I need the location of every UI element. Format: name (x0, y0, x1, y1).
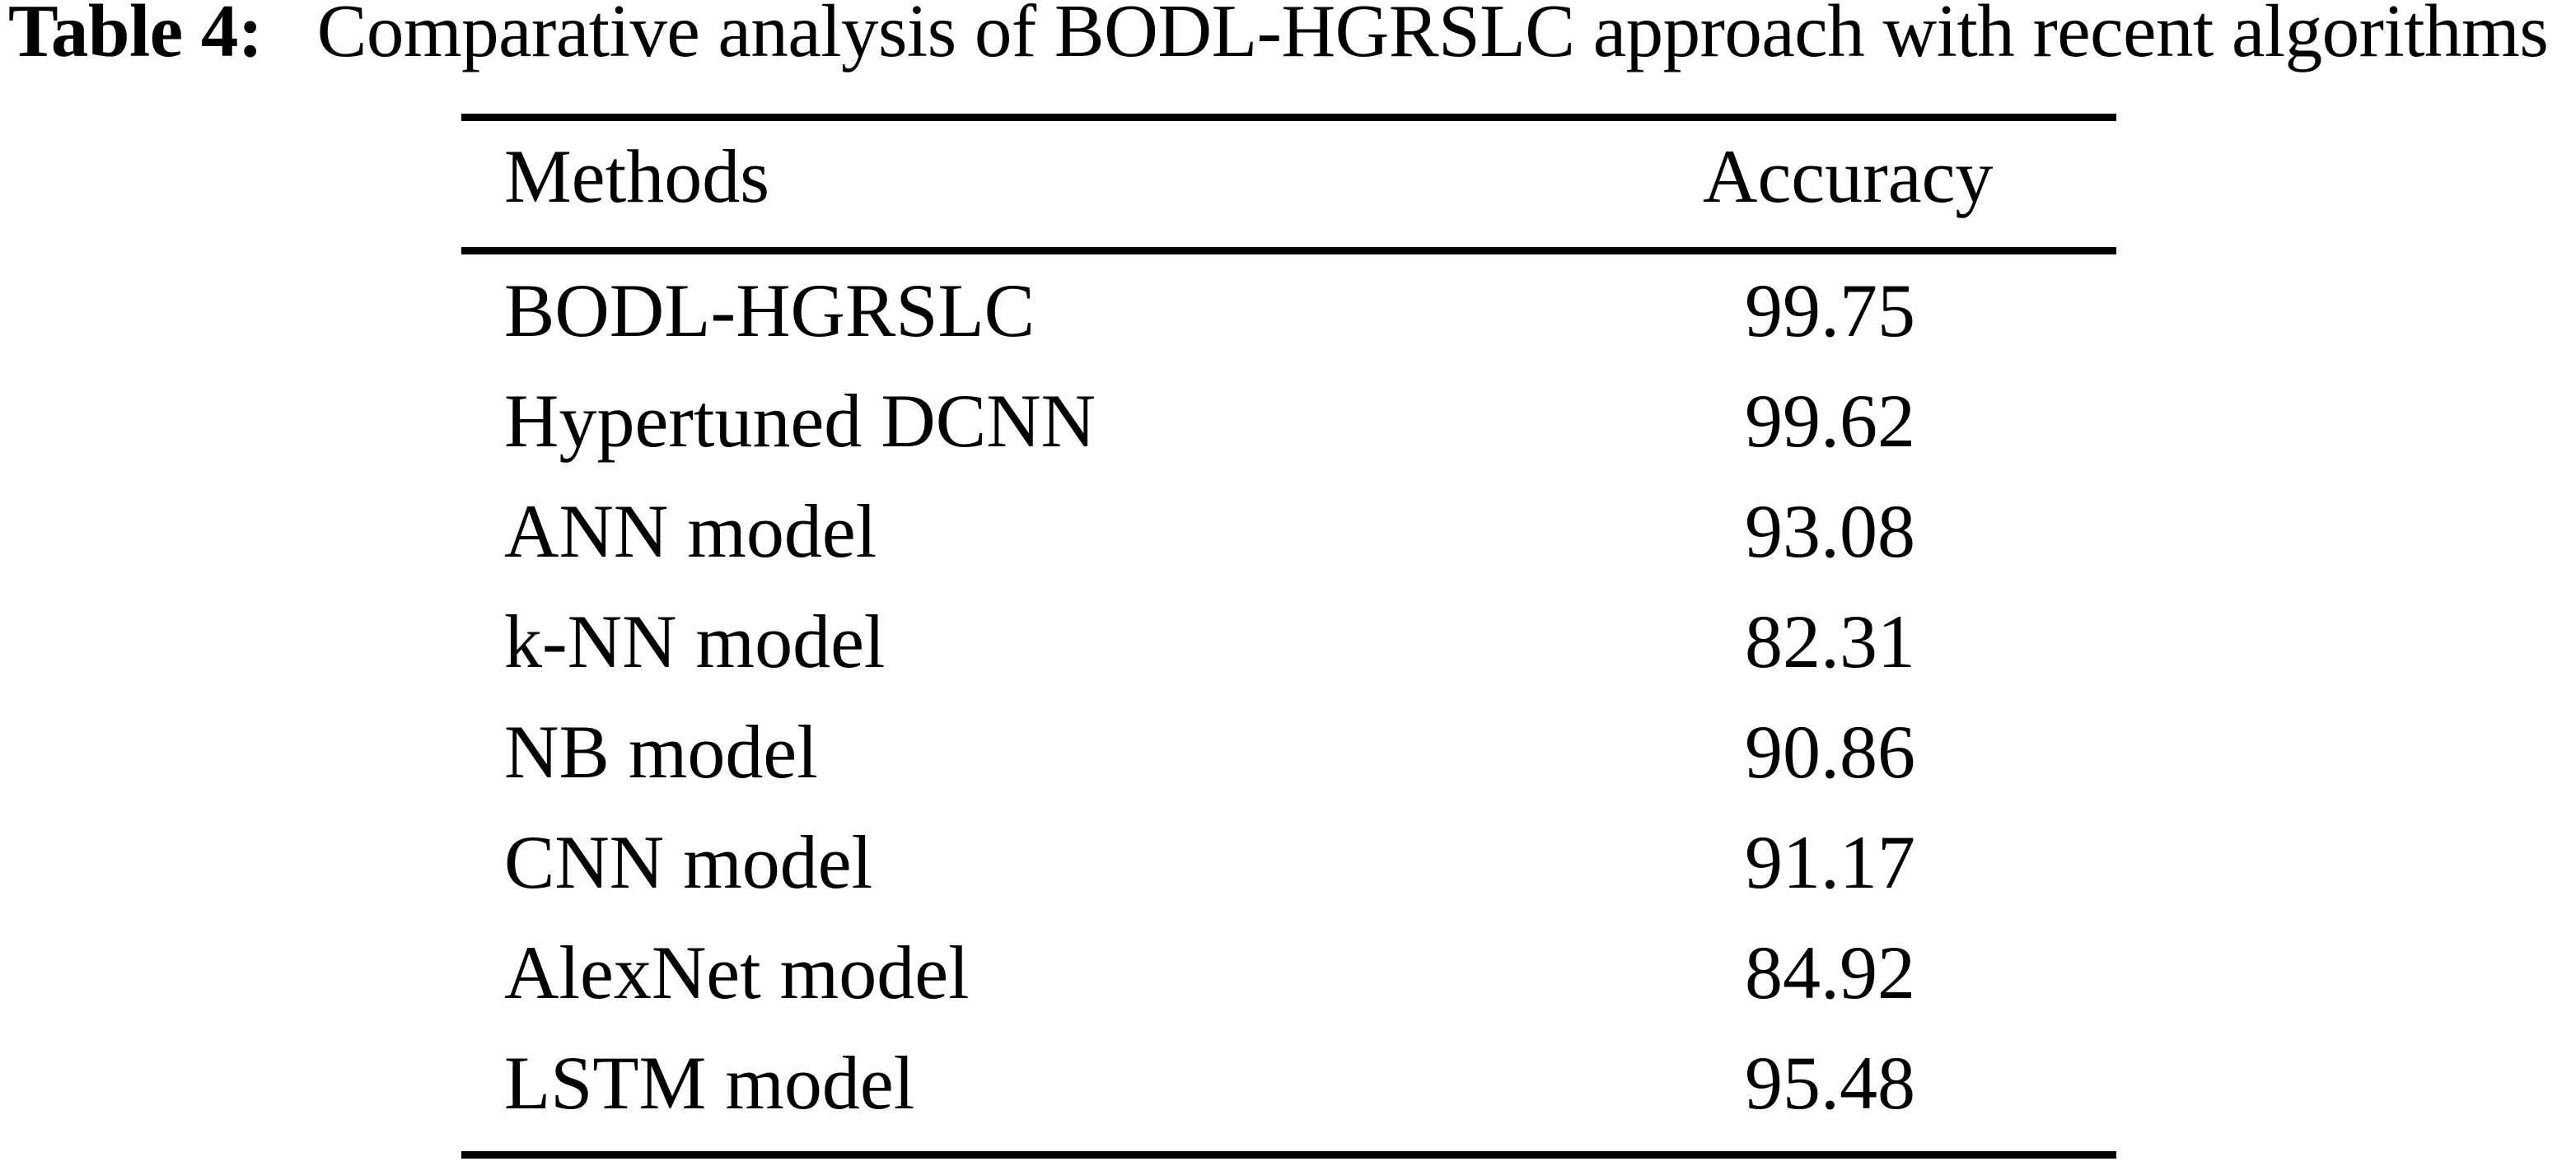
method-cell: NB model (504, 710, 818, 794)
accuracy-cell: 99.62 (1745, 379, 1915, 463)
method-cell: AlexNet model (504, 930, 970, 1014)
accuracy-cell: 84.92 (1745, 930, 1915, 1014)
table-row: NB model 90.86 (0, 714, 2576, 813)
method-cell: LSTM model (504, 1041, 915, 1125)
accuracy-cell: 93.08 (1745, 489, 1915, 573)
accuracy-cell: 90.86 (1745, 710, 1915, 794)
table-row: Hypertuned DCNN 99.62 (0, 383, 2576, 482)
column-header-accuracy: Accuracy (1703, 134, 1994, 218)
table-row: ANN model 93.08 (0, 493, 2576, 592)
accuracy-cell: 91.17 (1745, 820, 1915, 904)
table-caption: Table 4: Comparative analysis of BODL-HGR… (8, 0, 2549, 72)
table-caption-label: Table 4: (8, 0, 263, 72)
method-cell: k-NN model (504, 599, 886, 683)
column-header-methods: Methods (504, 134, 769, 218)
method-cell: Hypertuned DCNN (504, 379, 1096, 463)
accuracy-cell: 99.75 (1745, 268, 1915, 352)
table-top-rule (461, 114, 2116, 121)
method-cell: CNN model (504, 820, 873, 904)
table-header-rule (461, 247, 2116, 254)
accuracy-cell: 95.48 (1745, 1041, 1915, 1125)
table-row: AlexNet model 84.92 (0, 935, 2576, 1033)
table-row: BODL-HGRSLC 99.75 (0, 273, 2576, 371)
method-cell: BODL-HGRSLC (504, 268, 1036, 352)
table-caption-text: Comparative analysis of BODL-HGRSLC appr… (316, 0, 2549, 72)
table-row: LSTM model 95.48 (0, 1045, 2576, 1144)
accuracy-cell: 82.31 (1745, 599, 1915, 683)
table-bottom-rule (461, 1151, 2116, 1159)
method-cell: ANN model (504, 489, 877, 573)
table-row: k-NN model 82.31 (0, 604, 2576, 702)
table-row: CNN model 91.17 (0, 824, 2576, 923)
